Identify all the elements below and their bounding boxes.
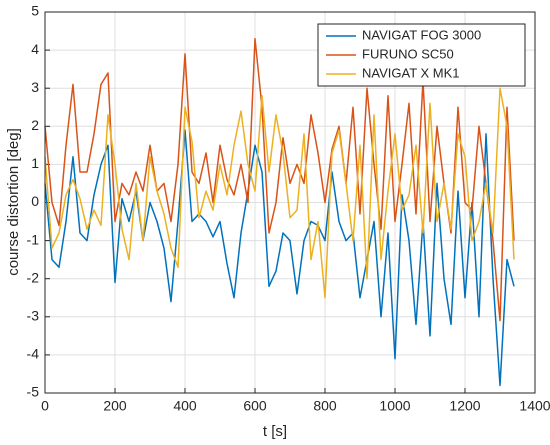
y-tick-label: -4: [27, 346, 40, 362]
y-tick-label: 3: [31, 79, 39, 95]
y-tick-label: -5: [27, 384, 40, 400]
legend-label: FURUNO SC50: [362, 46, 454, 61]
x-tick-label: 400: [173, 398, 197, 414]
y-tick-label: 0: [31, 193, 39, 209]
x-axis-label: t [s]: [263, 423, 287, 440]
line: [44, 37, 515, 322]
x-tick-label: 1400: [519, 398, 550, 414]
y-tick-label: -1: [27, 231, 40, 247]
x-tick-label: 600: [243, 398, 267, 414]
x-tick-label: 0: [41, 398, 49, 414]
x-tick-label: 1200: [449, 398, 480, 414]
y-tick-label: 4: [31, 41, 39, 57]
legend-label: NAVIGAT FOG 3000: [362, 27, 481, 42]
plot-frame: [44, 11, 536, 394]
x-tick-label: 1000: [379, 398, 410, 414]
y-tick-label: -2: [27, 269, 40, 285]
x-tick-label: 800: [313, 398, 337, 414]
y-tick-label: -3: [27, 308, 40, 324]
legend-label: NAVIGAT X MK1: [362, 65, 460, 80]
y-tick-label: 2: [31, 117, 39, 133]
y-axis-label: course distortion [deg]: [5, 128, 22, 276]
line: [44, 87, 515, 299]
y-tick-label: 5: [31, 3, 39, 19]
legend: NAVIGAT FOG 3000 FURUNO SC50 NAVIGAT X MK1: [317, 23, 526, 87]
y-tick-label: 1: [31, 155, 39, 171]
x-tick-label: 200: [103, 398, 127, 414]
